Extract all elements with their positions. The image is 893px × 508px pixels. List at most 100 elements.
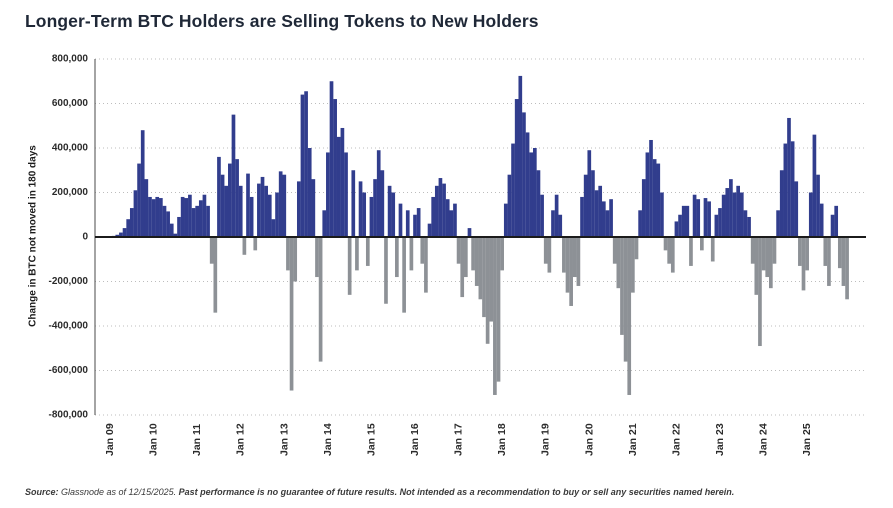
bar-positive (507, 174, 512, 237)
bar-positive (311, 179, 316, 237)
bar-negative (482, 237, 486, 318)
bar-positive (816, 174, 820, 237)
bar-negative (493, 237, 497, 395)
bar-positive (703, 198, 708, 237)
bar-negative (474, 237, 479, 286)
x-tick-label: Jan 21 (627, 423, 639, 456)
bar-positive (609, 199, 613, 238)
x-tick-label: Jan 09 (104, 423, 116, 456)
y-tick-label: 400,000 (52, 143, 89, 154)
bar-negative (758, 237, 762, 347)
bar-positive (191, 208, 196, 237)
bar-positive (812, 134, 817, 237)
bar-positive (685, 205, 690, 237)
x-tick-label: Jan 23 (714, 423, 726, 456)
bar-positive (137, 163, 141, 237)
y-tick-label: -200,000 (49, 276, 89, 287)
bar-positive (536, 170, 541, 237)
x-tick-label: Jan 10 (148, 423, 160, 456)
bar-positive (518, 75, 523, 237)
x-tick-label: Jan 19 (540, 423, 552, 456)
bar-positive (427, 223, 432, 237)
y-tick-label: -800,000 (49, 410, 89, 421)
bar-positive (307, 148, 312, 237)
bar-negative (543, 237, 548, 264)
bar-positive (445, 199, 450, 238)
bar-negative (769, 237, 773, 289)
bar-negative (670, 237, 675, 273)
bar-negative (620, 237, 624, 335)
bar-positive (743, 210, 748, 237)
bar-positive (271, 219, 276, 237)
bar-positive (304, 91, 308, 237)
bar-positive (718, 208, 722, 237)
bar-negative (805, 237, 809, 271)
bar-positive (133, 190, 138, 238)
bar-positive (794, 181, 799, 238)
bar-positive (369, 196, 374, 237)
bar-positive (747, 216, 751, 237)
bar-positive (144, 179, 149, 237)
bar-negative (347, 237, 352, 295)
bar-positive (169, 223, 174, 237)
bar-positive (180, 196, 185, 237)
bar-negative (286, 237, 290, 271)
bar-positive (340, 127, 345, 237)
bar-positive (787, 117, 791, 237)
bar-positive (322, 210, 327, 237)
bar-negative (242, 237, 247, 255)
x-tick-label: Jan 20 (583, 423, 595, 456)
bar-negative (315, 237, 319, 278)
bar-positive (351, 170, 356, 237)
bar-positive (282, 174, 287, 237)
bar-positive (503, 203, 508, 238)
bar-positive (434, 185, 439, 237)
bar-positive (660, 192, 664, 237)
bar-positive (373, 179, 377, 237)
bar-negative (837, 237, 842, 269)
bar-positive (380, 170, 385, 237)
bar-positive (358, 181, 363, 238)
bar-negative (318, 237, 323, 362)
bar-positive (779, 170, 784, 237)
bar-positive (554, 194, 559, 237)
bar-positive (228, 163, 232, 237)
bar-positive (122, 228, 127, 237)
bar-negative (489, 237, 494, 322)
bar-positive (151, 199, 156, 238)
bar-negative (841, 237, 846, 286)
x-tick-label: Jan 12 (235, 423, 247, 456)
bar-positive (148, 196, 152, 237)
bar-positive (162, 205, 167, 237)
bar-negative (772, 237, 777, 264)
bar-positive (115, 234, 120, 238)
bar-positive (714, 214, 719, 237)
bar-positive (707, 201, 711, 237)
bar-positive (834, 205, 839, 237)
bar-positive (580, 196, 584, 237)
bar-positive (198, 200, 203, 237)
bar-positive (195, 205, 199, 237)
bar-positive (267, 194, 272, 237)
bar-negative (689, 237, 693, 266)
bar-negative (761, 237, 766, 271)
x-tick-label: Jan 25 (801, 423, 813, 456)
bar-positive (467, 228, 472, 237)
bar-positive (119, 232, 123, 237)
bar-negative (460, 237, 465, 298)
bar-negative (496, 237, 501, 382)
bar-negative (823, 237, 828, 266)
bar-negative (562, 237, 566, 273)
bar-positive (729, 179, 733, 237)
bar-negative (395, 237, 399, 278)
bar-positive (732, 192, 737, 237)
bar-positive (202, 194, 207, 237)
bar-positive (398, 203, 403, 238)
bar-positive (238, 185, 243, 237)
bar-negative (663, 237, 668, 251)
bar-positive (220, 174, 225, 237)
y-tick-label: -600,000 (49, 365, 89, 376)
y-tick-label: 600,000 (52, 98, 89, 109)
x-tick-label: Jan 24 (758, 423, 770, 456)
bar-positive (246, 173, 250, 237)
